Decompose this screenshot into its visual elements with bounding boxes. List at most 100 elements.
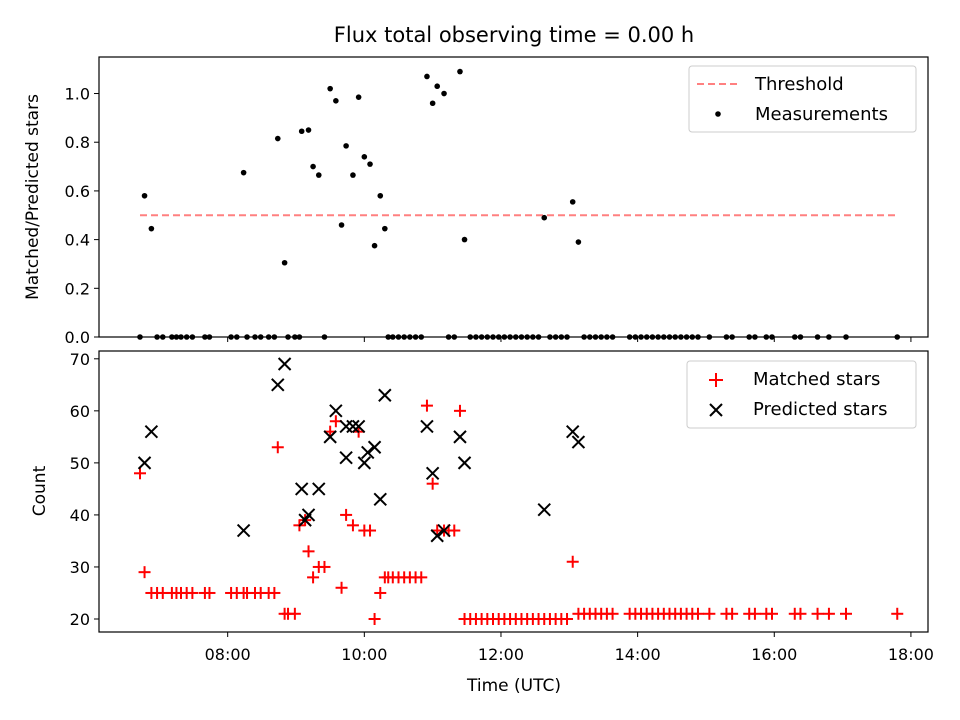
top-legend: Threshold Measurements xyxy=(688,65,917,133)
predicted-point xyxy=(301,508,316,522)
measurement-point xyxy=(361,154,368,160)
predicted-point xyxy=(346,419,360,434)
matched-legend-label: Matched stars xyxy=(753,369,880,390)
matched-point xyxy=(307,571,320,584)
y-tick-label: 0.0 xyxy=(65,328,90,347)
measurement-point xyxy=(310,163,316,170)
predicted-point xyxy=(566,424,580,439)
y-tick-label: 40 xyxy=(70,506,90,525)
matched-point xyxy=(765,607,778,620)
x-tick-label: 14:00 xyxy=(615,645,661,664)
matched-point xyxy=(368,612,381,625)
bottom-legend-box xyxy=(686,360,917,429)
matched-point xyxy=(271,441,284,454)
predicted-point xyxy=(277,357,292,371)
bottom-y-axis-label: Count xyxy=(30,465,50,516)
x-tick-label: 12:00 xyxy=(478,645,524,664)
measurement-point xyxy=(382,225,388,232)
predicted-point xyxy=(294,482,309,496)
matched-point xyxy=(794,607,807,620)
measurement-point xyxy=(315,172,322,178)
top-legend-box xyxy=(688,65,917,133)
predicted-point xyxy=(367,440,382,454)
matched-point xyxy=(703,607,716,620)
x-tick-label: 16:00 xyxy=(751,645,797,664)
matched-point xyxy=(302,545,315,558)
matched-point xyxy=(748,607,761,620)
x-tick-label: 08:00 xyxy=(205,645,251,664)
matched-point xyxy=(811,607,824,620)
measurement-point xyxy=(457,68,463,75)
matched-point xyxy=(420,399,433,412)
measurement-point xyxy=(429,100,436,107)
predicted-point xyxy=(453,430,467,444)
predicted-point xyxy=(457,456,472,470)
plot-frame xyxy=(98,350,929,633)
measurements-legend-swatch xyxy=(715,111,721,117)
matched-point xyxy=(138,566,151,579)
measurement-point xyxy=(569,199,576,205)
y-tick-label: 1.0 xyxy=(65,85,90,104)
matched-point xyxy=(288,607,301,620)
matched-point xyxy=(426,477,439,490)
predicted-point xyxy=(351,419,366,434)
measurement-point xyxy=(541,214,548,221)
matched-point xyxy=(335,581,348,594)
measurement-point xyxy=(367,161,373,167)
threshold-legend-label: Threshold xyxy=(754,74,844,95)
matched-point xyxy=(448,524,461,537)
measurement-point xyxy=(281,259,288,266)
matched-point xyxy=(691,607,704,620)
measurement-point xyxy=(338,222,345,228)
matched-point xyxy=(453,404,466,417)
matched-point xyxy=(364,524,377,537)
predicted-point xyxy=(323,430,337,444)
measurement-point xyxy=(350,172,356,178)
x-tick-label: 18:00 xyxy=(888,645,934,664)
measurement-point xyxy=(305,127,312,133)
predicted-point xyxy=(271,378,285,392)
matched-point xyxy=(268,586,281,599)
predicted-point xyxy=(312,482,326,496)
predicted-point xyxy=(425,466,440,480)
matched-point xyxy=(891,607,904,620)
y-tick-label: 0.2 xyxy=(65,279,90,298)
predicted-point xyxy=(361,445,375,460)
predicted-point xyxy=(373,492,387,507)
predicted-legend-swatch xyxy=(709,403,723,417)
y-tick-label: 30 xyxy=(70,558,90,577)
matched-point xyxy=(318,560,331,573)
matched-point xyxy=(340,508,353,521)
matched-point xyxy=(374,586,387,599)
measurement-point xyxy=(141,192,148,199)
predicted-point xyxy=(339,450,353,465)
ratio-panel: Matched/Predicted stars 0.0 0.2 0.4 0.6 0.8 1… xyxy=(23,56,929,347)
y-tick-label: 0.6 xyxy=(65,182,90,201)
matched-point xyxy=(726,607,739,620)
predicted-legend-label: Predicted stars xyxy=(753,399,887,420)
y-tick-label: 60 xyxy=(70,402,90,421)
top-y-axis-label: Matched/Predicted stars xyxy=(23,94,43,300)
predicted-point xyxy=(236,523,251,538)
y-tick-label: 20 xyxy=(70,610,90,629)
measurement-point xyxy=(355,94,362,100)
matched-point xyxy=(566,555,579,568)
measurement-point xyxy=(434,83,441,90)
measurement-point xyxy=(461,236,468,243)
matched-point xyxy=(186,586,199,599)
measurement-point xyxy=(148,225,155,232)
y-tick-label: 0.4 xyxy=(65,231,90,250)
x-axis-label: Time (UTC) xyxy=(466,676,561,696)
measurement-point xyxy=(298,128,305,135)
predicted-point xyxy=(430,529,444,543)
measurement-point xyxy=(274,135,281,142)
matched-point xyxy=(203,586,216,599)
x-tick-label: 10:00 xyxy=(341,645,387,664)
predicted-point xyxy=(357,456,372,470)
y-tick-label: 70 xyxy=(70,350,90,369)
predicted-point xyxy=(329,404,343,418)
matched-point xyxy=(561,612,574,625)
y-tick-label: 0.8 xyxy=(65,133,90,152)
bottom-legend: Matched stars Predicted stars xyxy=(686,360,917,429)
